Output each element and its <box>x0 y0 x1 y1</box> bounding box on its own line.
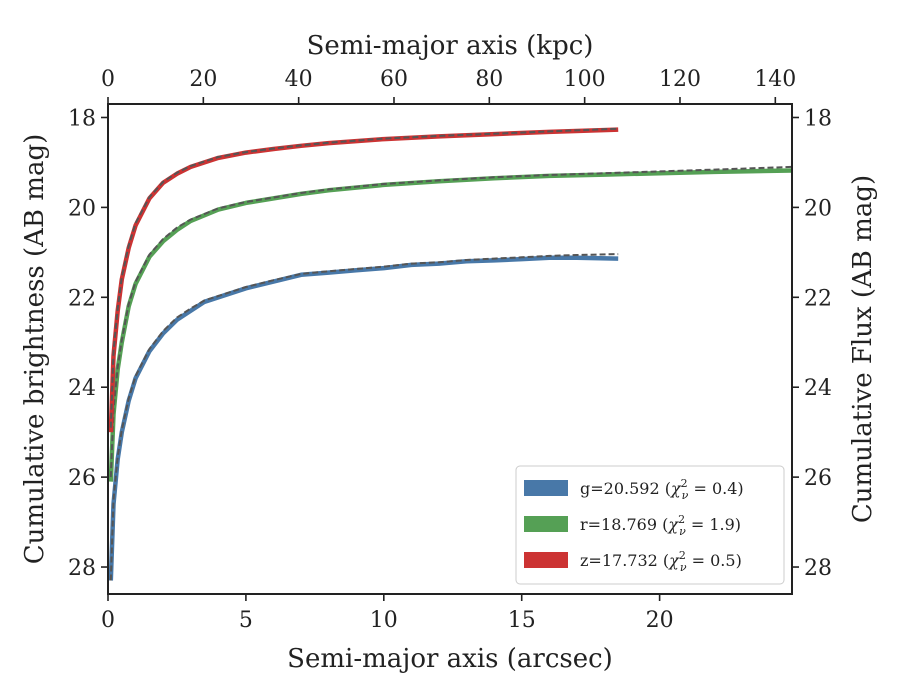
series-line-1 <box>108 168 793 482</box>
x-tick-label: 10 <box>370 608 398 633</box>
x-tick-label: 15 <box>508 608 536 633</box>
plot-frame <box>107 103 793 595</box>
legend-entries: g=20.592 (χ2 ν = 0.4) r=18.769 (χ2 ν = 1.9)… <box>524 477 744 574</box>
legend-label-2: z=17.732 (χ2 ν = 0.5) <box>580 549 742 574</box>
y2-tick-label: 24 <box>804 376 832 401</box>
x2-tick-label: 0 <box>101 67 115 92</box>
y-tick-label: 18 <box>68 106 96 131</box>
axis-ticks: 0 5 10 15 20 0 20 40 60 80 100 120 140 18 18 20 20 22 22 24… <box>68 67 832 633</box>
model-line-2 <box>109 127 619 428</box>
x2-tick-label: 20 <box>189 67 217 92</box>
legend-frame <box>515 465 785 585</box>
y-tick-label: 22 <box>68 286 96 311</box>
legend-swatch-1 <box>524 516 568 532</box>
legend: g=20.592 (χ2 ν = 0.4) r=18.769 (χ2 ν = 1.9)… <box>515 465 785 585</box>
x-tick-label: 0 <box>101 608 115 633</box>
x2-tick-label: 100 <box>564 67 606 92</box>
plot-curves <box>108 127 793 581</box>
y2-tick-label: 26 <box>804 466 832 491</box>
legend-label-0: g=20.592 (χ2 ν = 0.4) <box>580 477 744 502</box>
x-tick-label: 5 <box>239 608 253 633</box>
x2-tick-label: 60 <box>380 67 408 92</box>
y-tick-label: 26 <box>68 466 96 491</box>
x2-tick-label: 120 <box>659 67 701 92</box>
legend-label-1: r=18.769 (χ2 ν = 1.9) <box>580 513 741 538</box>
y-tick-label: 20 <box>68 196 96 221</box>
x-tick-label: 20 <box>646 608 674 633</box>
model-line-1 <box>109 165 793 478</box>
y2-tick-label: 28 <box>804 556 832 581</box>
y2-tick-label: 20 <box>804 196 832 221</box>
y2-axis-title: Cumulative Flux (AB mag) <box>848 175 878 523</box>
y-tick-label: 28 <box>68 556 96 581</box>
model-line-0 <box>109 253 619 581</box>
x-axis-title: Semi-major axis (arcsec) <box>287 644 613 674</box>
x2-axis-title: Semi-major axis (kpc) <box>307 31 594 61</box>
legend-swatch-2 <box>524 552 568 568</box>
x2-tick-label: 140 <box>754 67 796 92</box>
y2-tick-label: 22 <box>804 286 832 311</box>
legend-swatch-0 <box>524 480 568 496</box>
y-axis-title: Cumulative brightness (AB mag) <box>20 134 50 565</box>
y2-tick-label: 18 <box>804 106 832 131</box>
x2-tick-label: 40 <box>285 67 313 92</box>
x2-tick-label: 80 <box>475 67 503 92</box>
y-tick-label: 24 <box>68 376 96 401</box>
